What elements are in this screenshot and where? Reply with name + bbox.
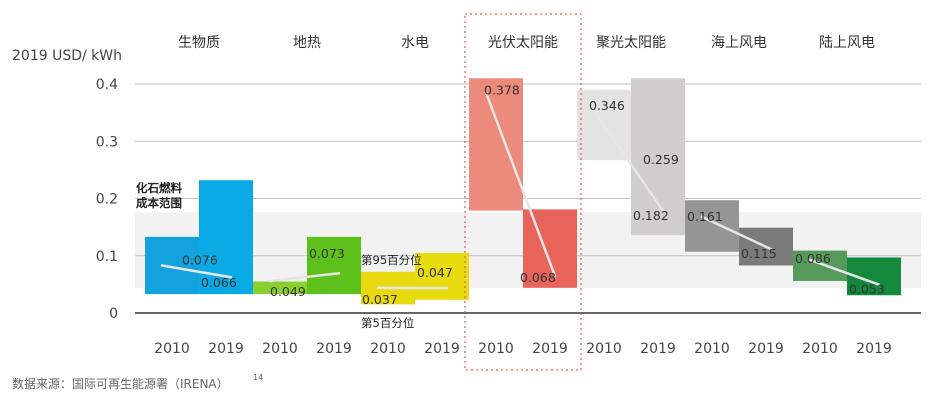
bars-group <box>145 78 901 305</box>
value-label-0-1: 0.066 <box>201 275 237 290</box>
year-label: 2019 <box>748 341 784 357</box>
bar-0-0 <box>145 236 199 295</box>
y-tick-label: 0 <box>109 306 118 322</box>
labels-group: 0 0.1 0.2 0.3 0.4 生物质 2010 0.076 2019 0.066 地热 2010… <box>96 13 892 371</box>
y-tick-label: 0.2 <box>96 192 118 208</box>
trend-lines <box>160 91 881 290</box>
bar-3-0 <box>469 78 523 211</box>
value-label-2-0: 0.037 <box>362 292 398 307</box>
value-label-3-0: 0.378 <box>484 83 520 98</box>
value-label-3-1: 0.068 <box>520 270 556 285</box>
trend-line-5 <box>700 215 773 251</box>
year-label: 2010 <box>694 341 730 357</box>
percentile-5-label: 第5百分位 <box>361 316 414 330</box>
trend-line-6 <box>808 258 881 286</box>
value-label-4-1: 0.182 <box>633 208 669 223</box>
bar-1-0 <box>253 281 307 295</box>
value-label-4-0: 0.346 <box>589 98 625 113</box>
category-label: 光伏太阳能 <box>488 35 558 51</box>
category-label: 地热 <box>293 35 321 51</box>
value-label-5-1: 0.115 <box>741 246 777 261</box>
value-label-5-0: 0.161 <box>687 209 723 224</box>
percentile-95-label: 第95百分位 <box>361 253 422 267</box>
trend-line-1 <box>268 271 341 283</box>
trend-line-0 <box>160 264 233 279</box>
bar-5-0 <box>685 200 739 252</box>
bar-6-0 <box>793 250 847 281</box>
source-note: 数据来源：国际可再生能源署（IRENA） <box>12 376 229 391</box>
year-label: 2019 <box>316 341 352 357</box>
value-label-0-0: 0.076 <box>182 252 218 267</box>
y-tick-label: 0.4 <box>96 77 118 93</box>
year-label: 2019 <box>532 341 568 357</box>
fossil-band-label-line2: 成本范围 <box>136 196 182 210</box>
year-label: 2010 <box>370 341 406 357</box>
category-label: 水电 <box>401 35 429 51</box>
category-label: 陆上风电 <box>819 35 875 51</box>
category-label: 生物质 <box>178 35 220 51</box>
extra-value-label: 0.259 <box>643 152 679 167</box>
year-label: 2010 <box>802 341 838 357</box>
category-label: 海上风电 <box>711 35 767 51</box>
bar-2-1 <box>415 252 469 300</box>
year-label: 2010 <box>262 341 298 357</box>
source-superscript: 14 <box>253 373 263 382</box>
year-label: 2019 <box>424 341 460 357</box>
value-label-1-1: 0.073 <box>309 246 345 261</box>
year-label: 2010 <box>586 341 622 357</box>
y-tick-label: 0.3 <box>96 134 118 150</box>
value-label-6-0: 0.086 <box>795 251 831 266</box>
year-label: 2010 <box>154 341 190 357</box>
category-label: 聚光太阳能 <box>596 35 666 51</box>
highlight-box <box>464 13 582 371</box>
y-tick-label: 0.1 <box>96 249 118 265</box>
bar-4-1 <box>631 78 685 236</box>
bar-1-1 <box>307 236 361 295</box>
trend-line-4 <box>592 109 665 213</box>
bar-3-1 <box>523 209 577 288</box>
year-label: 2019 <box>640 341 676 357</box>
value-label-1-0: 0.049 <box>270 284 306 299</box>
year-label: 2010 <box>478 341 514 357</box>
fossil-band-label-line1: 化石燃料 <box>136 181 182 195</box>
value-label-2-1: 0.047 <box>417 265 453 280</box>
year-label: 2019 <box>208 341 244 357</box>
y-axis-label: 2019 USD/ kWh <box>12 48 122 64</box>
value-label-6-1: 0.053 <box>849 282 885 297</box>
year-label: 2019 <box>856 341 892 357</box>
trend-line-3 <box>484 91 557 278</box>
